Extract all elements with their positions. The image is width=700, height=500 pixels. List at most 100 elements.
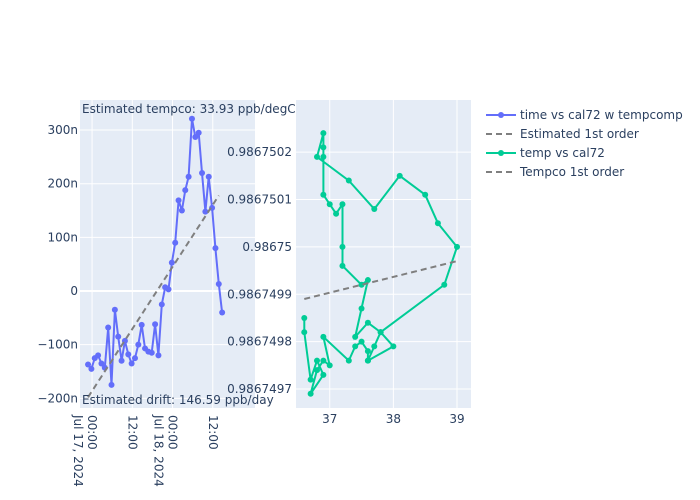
temp-vs-cal72-point [358, 338, 365, 345]
time-vs-cal72-w-tempcomp-point [105, 324, 112, 331]
temp-vs-cal72-point [320, 130, 327, 137]
time-vs-cal72-w-tempcomp-point [195, 129, 202, 136]
time-vs-cal72-w-tempcomp-point [205, 173, 212, 180]
time-vs-cal72-w-tempcomp-point [212, 245, 219, 252]
legend-item-tempco-1st-order[interactable]: Tempco 1st order [486, 165, 624, 179]
left-y-tick-label: 0 [70, 284, 78, 298]
temp-vs-cal72-point [358, 305, 365, 312]
temp-vs-cal72-point [326, 362, 333, 369]
legend-swatch-marker [498, 112, 504, 118]
legend-item-estimated-1st-order[interactable]: Estimated 1st order [486, 127, 639, 141]
legend-label: Tempco 1st order [519, 165, 624, 179]
temp-vs-cal72-point [301, 314, 308, 321]
time-vs-cal72-w-tempcomp-point [188, 115, 195, 122]
temp-vs-cal72-point [454, 243, 460, 250]
temp-vs-cal72-point [333, 210, 340, 217]
time-vs-cal72-w-tempcomp-point [202, 208, 209, 215]
time-vs-cal72-w-tempcomp-point [135, 341, 142, 348]
right-y-tick-label: 0.9867499 [227, 287, 292, 301]
time-vs-cal72-w-tempcomp-point [95, 352, 102, 359]
legend-label: Estimated 1st order [520, 127, 639, 141]
temp-vs-cal72-point [371, 205, 378, 212]
temp-vs-cal72-point [339, 201, 346, 208]
time-vs-cal72-w-tempcomp-point [98, 360, 105, 367]
temp-vs-cal72-point [320, 371, 327, 378]
time-vs-cal72-w-tempcomp-point [178, 207, 185, 214]
temp-vs-cal72-point [320, 144, 327, 151]
temp-vs-cal72-point [301, 329, 308, 336]
temp-vs-cal72-point [422, 191, 429, 198]
temp-vs-cal72-point [320, 191, 327, 198]
drift-annotation: Estimated drift: 146.59 ppb/day [82, 393, 274, 407]
time-vs-cal72-w-tempcomp-point [115, 333, 122, 340]
temp-vs-cal72-point [364, 319, 371, 326]
time-vs-cal72-w-tempcomp-point [219, 309, 226, 316]
temp-vs-cal72-point [320, 153, 327, 160]
temp-vs-cal72-point [358, 281, 365, 288]
legend: time vs cal72 w tempcomp Estimated 1st or… [486, 108, 683, 179]
legend-item-time-vs-cal72-w-tempcomp[interactable]: time vs cal72 w tempcomp [486, 108, 683, 122]
time-vs-cal72-w-tempcomp-point [168, 259, 175, 266]
right-x-tick-labels: 37 38 39 [322, 412, 465, 426]
time-vs-cal72-w-tempcomp-point [108, 381, 115, 388]
right-chart-panel: 0.9867497 0.9867498 0.9867499 0.98675 0.9867… [227, 100, 471, 426]
temp-vs-cal72-point [390, 343, 397, 350]
temp-vs-cal72-point [352, 333, 359, 340]
time-vs-cal72-w-tempcomp-point [215, 281, 222, 288]
time-vs-cal72-w-tempcomp-point [165, 286, 172, 293]
time-vs-cal72-w-tempcomp-point [128, 360, 135, 367]
temp-vs-cal72-point [320, 333, 327, 340]
time-vs-cal72-w-tempcomp-point [125, 351, 132, 358]
temp-vs-cal72-point [434, 220, 441, 227]
estimated-1st-order-line [87, 194, 220, 398]
temp-vs-cal72-point [364, 348, 371, 355]
temp-vs-cal72-point [314, 367, 320, 374]
legend-label: time vs cal72 w tempcomp [520, 108, 683, 122]
temp-vs-cal72-point [345, 357, 352, 364]
legend-swatch-marker [498, 150, 504, 156]
time-vs-cal72-w-tempcomp-point [85, 361, 92, 368]
time-vs-cal72-w-tempcomp-point [172, 239, 179, 246]
temp-vs-cal72-point [371, 343, 378, 350]
left-y-tick-labels: −200n −100n 0 100n 200n 300n [37, 123, 78, 405]
right-x-tick-label: 38 [386, 412, 401, 426]
time-vs-cal72-w-tempcomp-point [131, 355, 138, 362]
right-x-tick-label: 37 [322, 412, 337, 426]
left-x-tick-label: 12:00 [206, 415, 220, 450]
right-y-tick-label: 0.9867497 [227, 382, 292, 396]
time-vs-cal72-w-tempcomp-point [158, 301, 165, 308]
temp-vs-cal72-point [364, 277, 371, 284]
tempco-1st-order-line [304, 260, 458, 300]
time-vs-cal72-w-tempcomp-point [199, 169, 206, 176]
temp-vs-cal72-point [364, 357, 371, 364]
left-y-tick-label: −200n [37, 391, 78, 405]
temp-vs-cal72-point [339, 243, 346, 250]
right-y-tick-label: 0.9867501 [227, 193, 292, 207]
left-x-tick-label: 12:00 [125, 415, 139, 450]
time-vs-cal72-w-tempcomp-point [88, 365, 95, 372]
right-series-layer [301, 130, 460, 397]
temp-vs-cal72-point [307, 376, 314, 383]
temp-vs-cal72-point [326, 201, 333, 208]
temp-vs-cal72-point [352, 343, 359, 350]
left-x-tick-label: 00:00 [166, 415, 180, 450]
time-vs-cal72-w-tempcomp-point [175, 197, 182, 204]
legend-item-temp-vs-cal72[interactable]: temp vs cal72 [486, 146, 605, 160]
right-y-tick-label: 0.9867498 [227, 335, 292, 349]
time-vs-cal72-w-tempcomp-point [155, 352, 162, 359]
temp-vs-cal72-point [377, 329, 384, 336]
time-vs-cal72-w-tempcomp-point [185, 173, 192, 180]
time-vs-cal72-w-tempcomp-point [111, 306, 118, 313]
temp-vs-cal72-point [345, 177, 352, 184]
temp-vs-cal72-point [307, 390, 314, 397]
temp-vs-cal72-point [339, 262, 346, 269]
time-vs-cal72-w-tempcomp-point [192, 134, 199, 141]
time-vs-cal72-w-tempcomp-point [118, 357, 125, 364]
right-y-tick-label: 0.98675 [242, 240, 292, 254]
tempco-annotation: Estimated tempco: 33.93 ppb/degC [82, 102, 296, 116]
left-y-tick-label: 200n [47, 177, 78, 191]
left-y-tick-label: 300n [47, 123, 78, 137]
